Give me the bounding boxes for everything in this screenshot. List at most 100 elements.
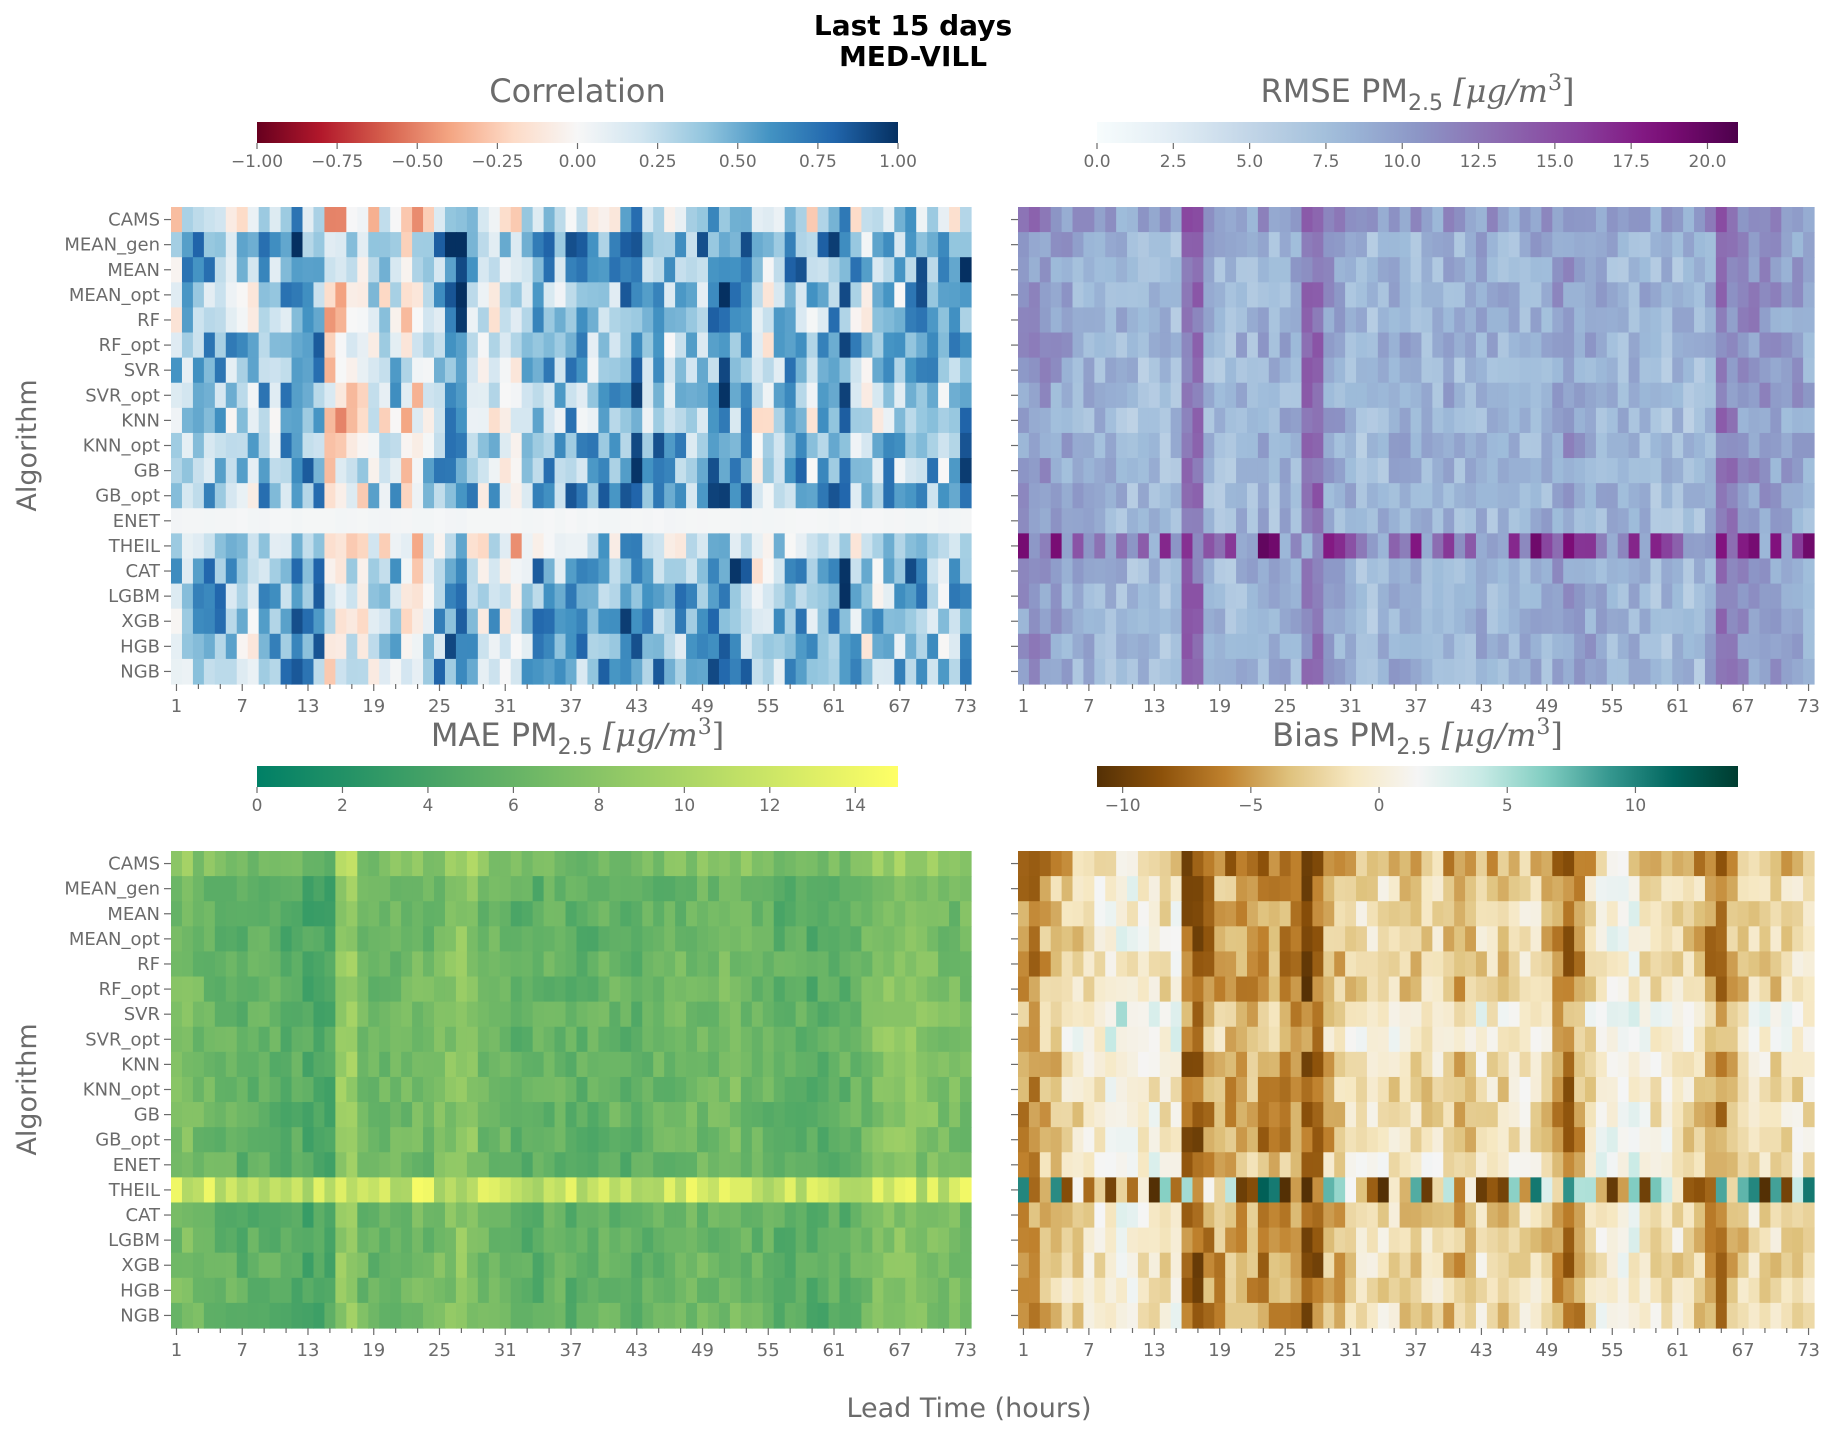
- heatmap-cell: [1268, 901, 1281, 927]
- heatmap-cell: [883, 1127, 895, 1153]
- heatmap-cell: [1475, 508, 1488, 534]
- heatmap-cell: [1639, 901, 1652, 927]
- heatmap-cell: [1432, 307, 1444, 334]
- heatmap-cell: [762, 876, 775, 902]
- heatmap-cell: [1301, 658, 1314, 685]
- heatmap-cell: [598, 257, 610, 283]
- heatmap-cell: [214, 558, 227, 585]
- heatmap-cell: [236, 508, 249, 534]
- heatmap-cell: [1279, 901, 1292, 927]
- heatmap-cell: [1672, 558, 1684, 585]
- heatmap-cell: [379, 458, 391, 484]
- heatmap-cell: [477, 357, 490, 384]
- heatmap-cell: [521, 1252, 534, 1279]
- panel-title-subscript: 2.5: [1408, 91, 1443, 116]
- heatmap-cell: [1279, 432, 1292, 459]
- heatmap-cell: [466, 1302, 479, 1329]
- heatmap-cell: [390, 382, 402, 409]
- heatmap-cell: [1257, 483, 1270, 509]
- heatmap-cell: [269, 583, 282, 610]
- heatmap-cell: [861, 1227, 873, 1254]
- heatmap-cell: [236, 1302, 249, 1329]
- heatmap-cell: [390, 307, 402, 334]
- heatmap-cell: [401, 1076, 413, 1103]
- heatmap-cell: [1617, 558, 1630, 585]
- heatmap-cell: [894, 926, 906, 953]
- heatmap-cell: [357, 382, 369, 409]
- heatmap-cell: [1595, 901, 1608, 927]
- heatmap-cell: [1203, 583, 1215, 610]
- x-tick-label: 49: [691, 696, 714, 717]
- heatmap-cell: [258, 458, 271, 484]
- heatmap-cell: [1377, 926, 1390, 953]
- heatmap-cell: [697, 633, 709, 660]
- heatmap-cell: [1748, 533, 1761, 560]
- heatmap-cell: [850, 257, 863, 283]
- heatmap-cell: [795, 558, 808, 585]
- heatmap-cell: [1617, 901, 1630, 927]
- heatmap-cell: [587, 407, 599, 434]
- heatmap-cell: [1694, 926, 1706, 953]
- heatmap-cell: [335, 1277, 347, 1304]
- heatmap-cell: [1465, 257, 1477, 283]
- heatmap-cell: [1399, 876, 1412, 902]
- heatmap-cell: [927, 876, 939, 902]
- heatmap-cell: [346, 901, 358, 927]
- heatmap-cell: [1661, 876, 1673, 902]
- heatmap-cell: [1061, 458, 1074, 484]
- heatmap-cell: [697, 1202, 709, 1229]
- heatmap-cell: [894, 1127, 906, 1153]
- heatmap-cell: [905, 608, 917, 635]
- heatmap-cell: [1595, 458, 1608, 484]
- heatmap-cell: [1715, 483, 1728, 509]
- heatmap-cell: [609, 901, 621, 927]
- heatmap-cell: [203, 1227, 216, 1254]
- heatmap-cell: [258, 1202, 271, 1229]
- heatmap-cell: [1748, 508, 1761, 534]
- heatmap-cell: [620, 458, 632, 484]
- heatmap-cell: [1410, 432, 1423, 459]
- heatmap-cell: [1148, 407, 1161, 434]
- heatmap-cell: [1617, 951, 1630, 978]
- heatmap-cell: [1465, 458, 1477, 484]
- heatmap-cell: [587, 976, 599, 1003]
- heatmap-cell: [1519, 926, 1532, 953]
- heatmap-cell: [883, 951, 895, 978]
- heatmap-cell: [609, 483, 621, 509]
- heatmap-cell: [806, 407, 819, 434]
- heatmap-cell: [554, 207, 567, 233]
- heatmap-cell: [609, 307, 621, 334]
- heatmap-cell: [1388, 232, 1401, 258]
- heatmap-cell: [368, 232, 380, 258]
- heatmap-cell: [598, 876, 610, 902]
- heatmap-cell: [280, 876, 293, 902]
- heatmap-cell: [642, 1177, 654, 1204]
- heatmap-cell: [850, 1177, 863, 1204]
- y-tick-label: MEAN_gen: [64, 235, 160, 256]
- heatmap-cell: [1377, 851, 1390, 877]
- heatmap-cell: [444, 483, 457, 509]
- heatmap-cell: [1279, 232, 1292, 258]
- panel-title-close: ]: [1550, 716, 1562, 754]
- heatmap-cell: [1410, 851, 1423, 877]
- heatmap-cell: [1301, 876, 1314, 902]
- y-tick-label: MEAN_opt: [69, 285, 160, 306]
- heatmap-cell: [1585, 851, 1597, 877]
- heatmap-cell: [1061, 232, 1074, 258]
- heatmap-cell: [1094, 976, 1106, 1003]
- heatmap-cell: [1279, 332, 1292, 359]
- heatmap-cell: [1552, 458, 1564, 484]
- heatmap-cell: [455, 1227, 468, 1254]
- heatmap-cell: [1312, 533, 1324, 560]
- heatmap-cell: [675, 901, 687, 927]
- heatmap-cell: [1105, 901, 1117, 927]
- heatmap-cell: [1694, 382, 1706, 409]
- heatmap-cell: [1541, 483, 1553, 509]
- heatmap-cell: [1421, 608, 1433, 635]
- heatmap-cell: [1519, 583, 1532, 610]
- heatmap-cell: [1541, 533, 1553, 560]
- x-tick-label: 73: [954, 1340, 977, 1361]
- heatmap-cell: [434, 658, 446, 685]
- heatmap-cell: [1083, 207, 1095, 233]
- heatmap-cell: [1366, 583, 1379, 610]
